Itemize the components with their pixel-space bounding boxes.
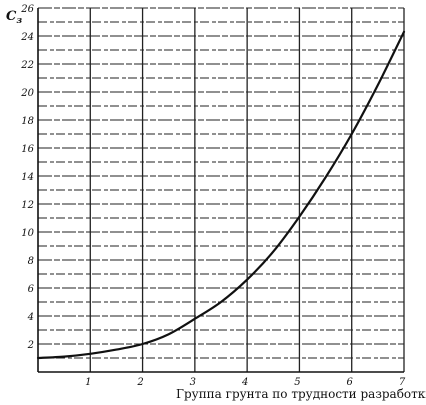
y-tick-label: 4 [27,312,34,323]
x-tick-label: 1 [85,377,91,388]
y-tick-label: 26 [20,4,34,15]
y-tick-label: 12 [21,200,34,211]
x-tick-labels: 1 2 3 4 5 6 7 [85,377,406,388]
x-tick-label: 2 [136,377,143,388]
y-tick-label: 24 [20,32,34,43]
axes [37,8,404,373]
y-tick-label: 18 [21,116,34,127]
y-tick-label: 14 [21,172,34,183]
x-tick-label: 6 [347,377,354,388]
x-tick-label: 4 [241,377,248,388]
series [36,30,406,360]
y-tick-label: 2 [27,340,34,351]
x-axis-label: Группа грунта по трудности разработки [176,387,426,401]
grid [38,7,405,372]
y-tick-label: 22 [20,60,34,71]
x-tick-label: 7 [399,377,406,388]
y-axis-label: Cз [6,9,22,26]
y-axis-label-main: C [6,9,17,24]
y-tick-label: 10 [21,228,34,239]
series-line [36,30,406,360]
y-tick-label: 6 [28,284,35,295]
x-tick-label: 5 [294,377,300,388]
y-tick-label: 20 [20,88,34,99]
y-tick-label: 8 [28,256,34,267]
x-tick-label: 3 [190,377,196,388]
y-tick-label: 16 [21,144,34,155]
y-axis-label-subscript: з [16,16,22,26]
